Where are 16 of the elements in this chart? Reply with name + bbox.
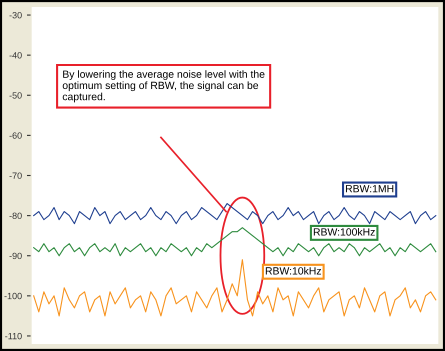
y-tick-label: -90 xyxy=(9,252,22,260)
series-label: RBW:10kHz xyxy=(266,266,322,275)
y-tick-label: -30 xyxy=(9,12,22,18)
y-tick-label: -40 xyxy=(9,52,22,59)
annotation: By lowering the average noise level with the optimum setting of RBW, the signal can be captured. xyxy=(62,70,264,102)
line-series xyxy=(33,203,436,224)
y-tick-label: -70 xyxy=(9,172,22,179)
y-tick-label: -80 xyxy=(9,212,22,219)
line-series xyxy=(33,227,436,256)
y-tick-label: -50 xyxy=(9,92,22,99)
y-tick-label: -110 xyxy=(5,332,22,340)
series-label: RBW:100kHz xyxy=(314,228,375,236)
y-tick-label: -100 xyxy=(4,292,22,300)
series-label: RBW:1MH xyxy=(346,185,394,192)
y-tick-label: -60 xyxy=(9,132,22,139)
line-series xyxy=(33,259,436,316)
